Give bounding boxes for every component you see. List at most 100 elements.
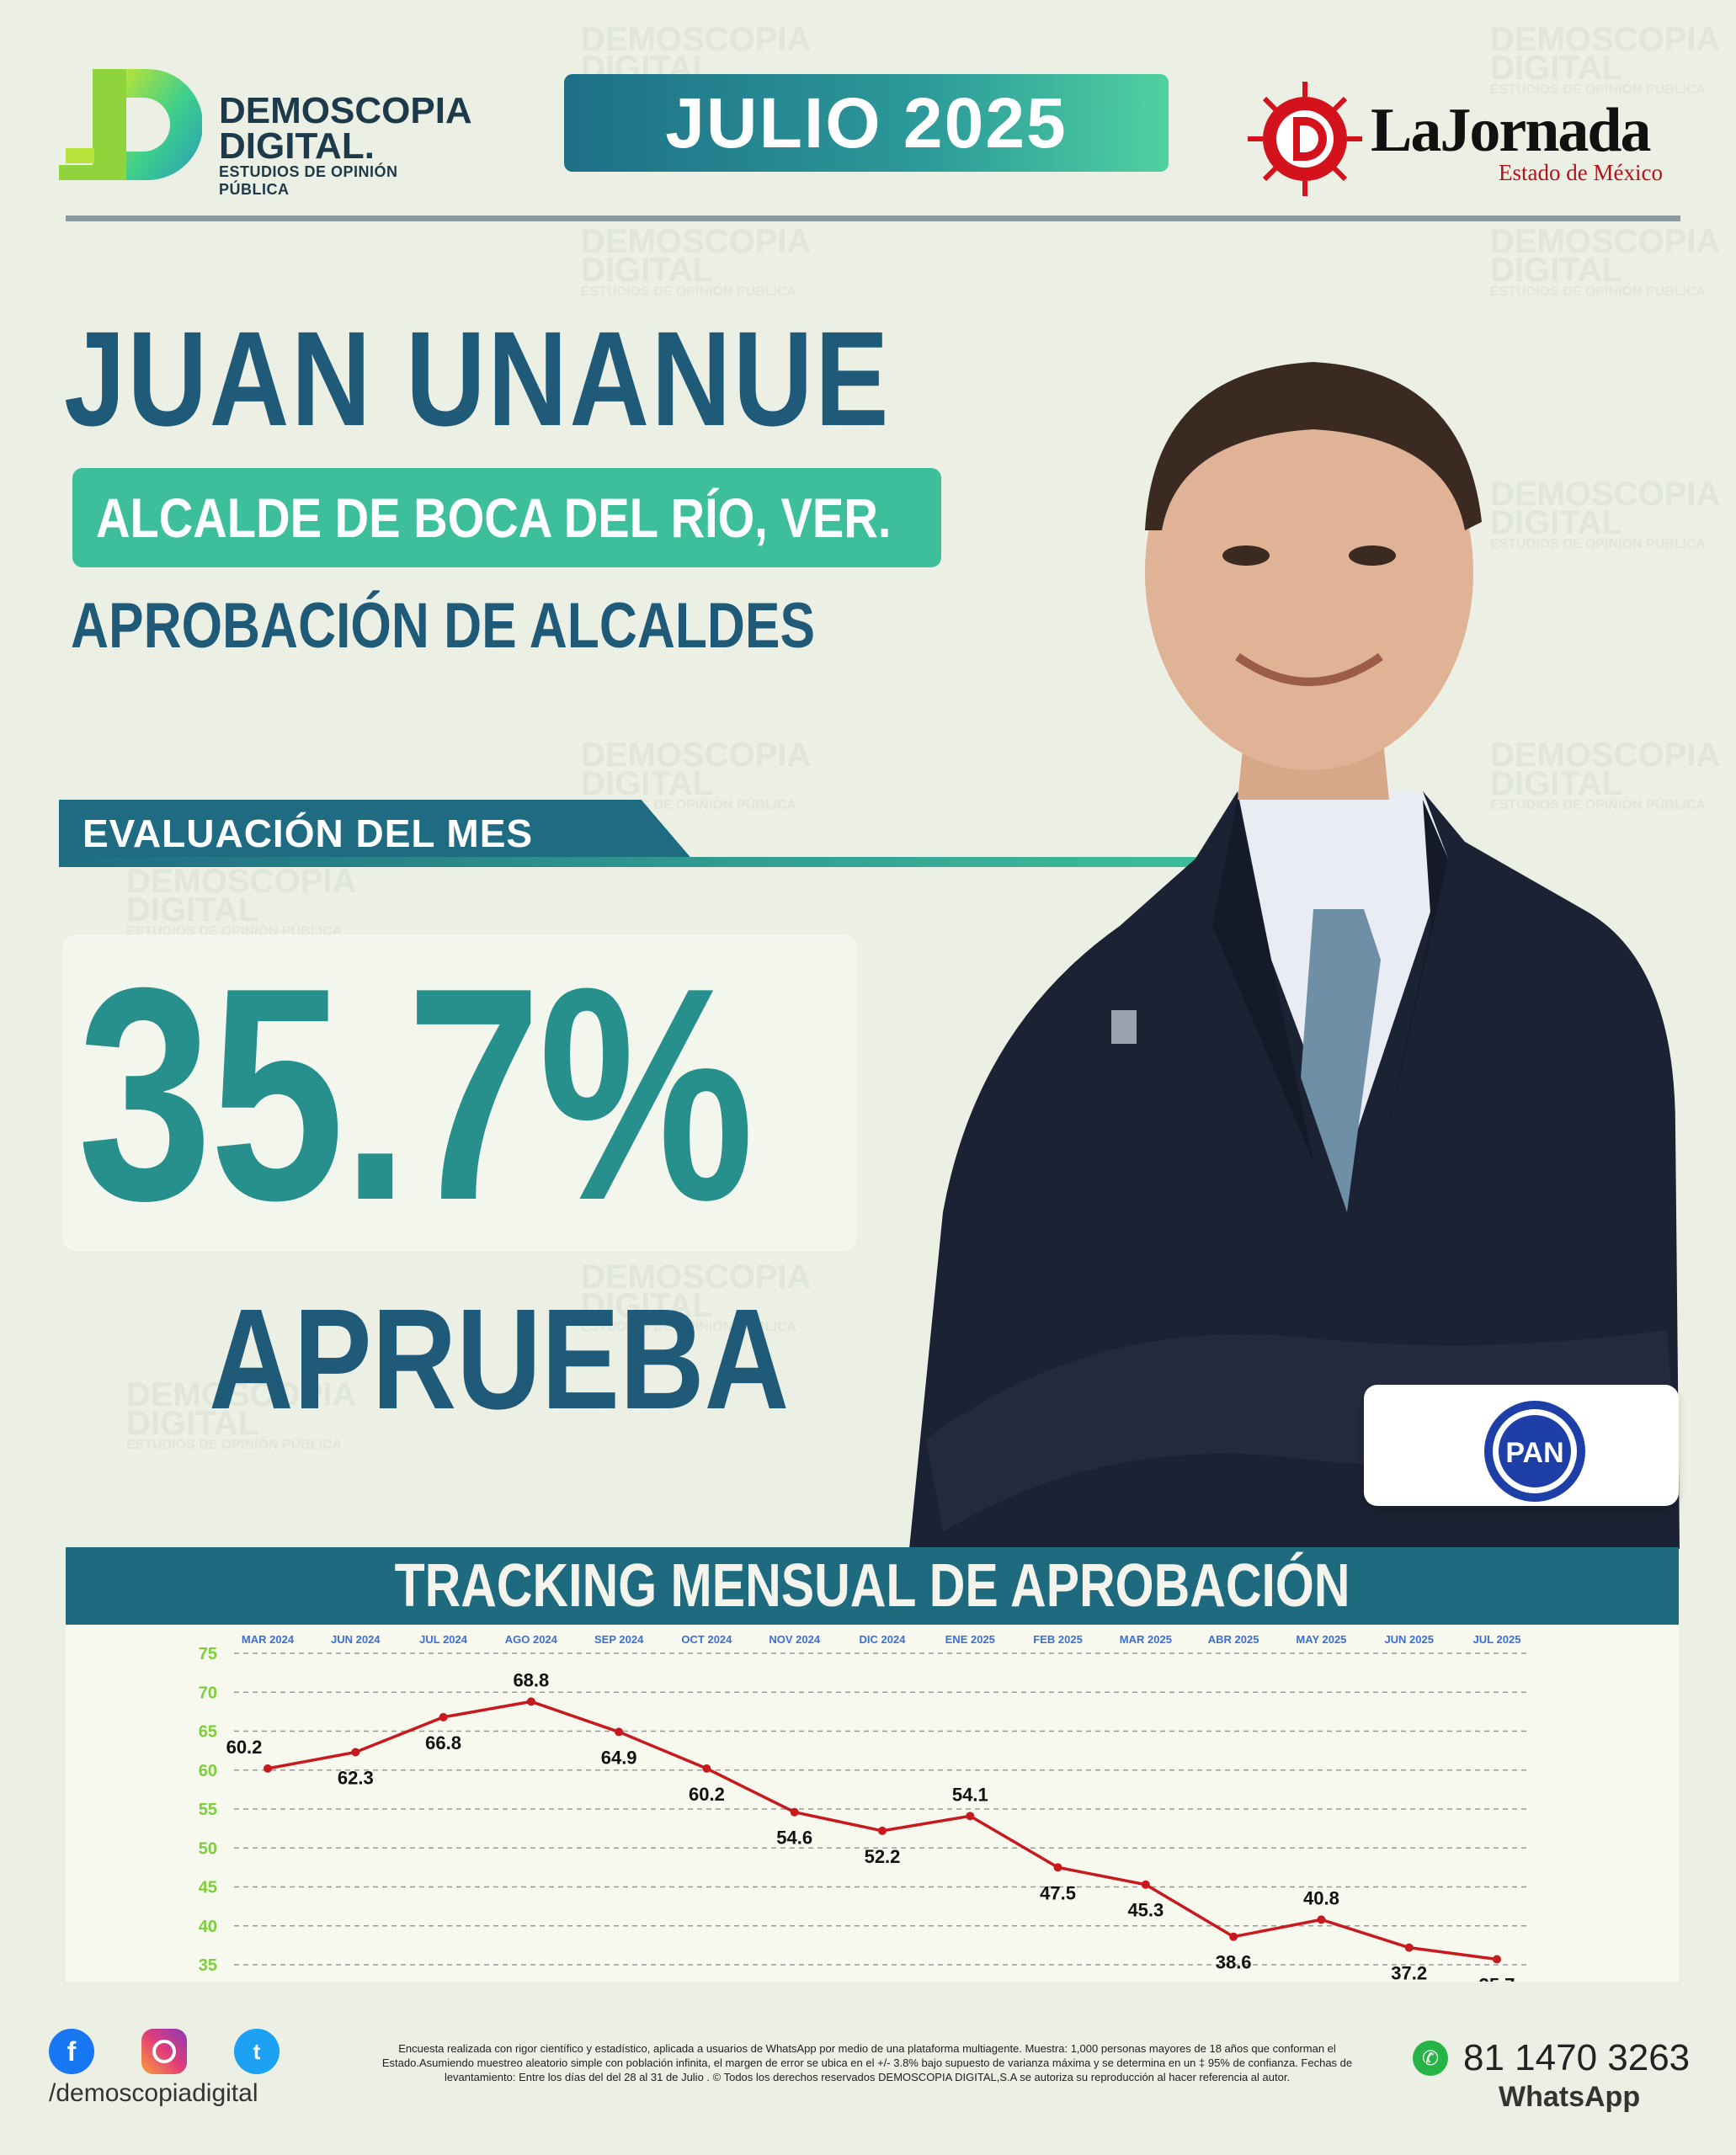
facebook-icon[interactable]: f (49, 2029, 94, 2074)
data-label: 62.3 (338, 1767, 374, 1788)
y-tick-label: 40 (199, 1918, 217, 1936)
watermark-text: ESTUDIOS DE OPINIÓN PÚBLICA (1490, 798, 1707, 812)
watermark-text: DEMOSCOPIA (1490, 223, 1721, 260)
watermark-text: DIGITAL (126, 891, 259, 929)
twitter-icon[interactable]: t (234, 2029, 280, 2074)
month-label: JULIO 2025 (665, 82, 1068, 162)
data-label: 40.8 (1303, 1887, 1339, 1908)
data-label: 60.2 (689, 1784, 725, 1805)
data-point (351, 1748, 360, 1757)
watermark-text: DIGITAL (126, 1405, 259, 1442)
data-label: 54.1 (952, 1784, 988, 1805)
watermark-text: ESTUDIOS DE OPINIÓN PÚBLICA (126, 1438, 343, 1452)
watermark-text: DEMOSCOPIA (1490, 21, 1721, 58)
brand-line1: DEMOSCOPIA (219, 90, 472, 131)
social-handle[interactable]: /demoscopiadigital (49, 2079, 258, 2107)
brand-line2: DIGITAL. (219, 125, 375, 167)
data-label: 47.5 (1040, 1882, 1076, 1903)
data-label: 60.2 (226, 1737, 263, 1758)
watermark-text: DEMOSCOPIA (126, 863, 357, 900)
demoscopia-logo-icon (59, 69, 202, 180)
watermark-text: DEMOSCOPIA (581, 737, 812, 774)
lajornada-sun-icon (1248, 82, 1362, 196)
section-title: APROBACIÓN DE ALCALDES (71, 590, 816, 662)
evaluation-value: 35.7% (77, 925, 754, 1264)
data-point (878, 1826, 887, 1835)
data-point (1229, 1932, 1238, 1941)
brand-tagline: ESTUDIOS DE OPINIÓN PÚBLICA (219, 163, 398, 198)
watermark-text: DIGITAL (581, 252, 714, 289)
watermark-text: DIGITAL (581, 765, 714, 802)
watermark-text: DIGITAL (1490, 252, 1623, 289)
data-point (702, 1764, 711, 1773)
watermark-text: DIGITAL (1490, 504, 1623, 541)
x-tick-label: SEP 2024 (594, 1633, 644, 1646)
x-tick-label: MAR 2024 (242, 1633, 295, 1646)
subject-name: JUAN UNANUE (64, 303, 891, 454)
data-label: 45.3 (1127, 1900, 1164, 1921)
header-divider (66, 216, 1680, 221)
data-point (1404, 1943, 1414, 1952)
tracking-chart: 35 40 45 50 55 60 65 70 75 MAR 2024 JUN 2024 JUL 20… (199, 1633, 1531, 1996)
evaluation-label: EVALUACIÓN DEL MES (83, 811, 534, 855)
data-label: 38.6 (1216, 1952, 1252, 1973)
watermark-text: DIGITAL (581, 1287, 714, 1324)
disclaimer-text: Encuesta realizada con rigor científico … (381, 2042, 1353, 2083)
watermark-text: DEMOSCOPIA (581, 1258, 812, 1296)
demoscopia-logo: DEMOSCOPIA DIGITAL. ESTUDIOS DE OPINIÓN … (59, 67, 472, 198)
instagram-icon[interactable] (141, 2029, 187, 2074)
x-tick-label: OCT 2024 (681, 1633, 732, 1646)
x-tick-label: JUN 2025 (1384, 1633, 1434, 1646)
month-banner: JULIO 2025 (564, 74, 1169, 172)
data-point (1141, 1880, 1150, 1889)
watermark-text: DEMOSCOPIA (1490, 476, 1721, 513)
chart-title: TRACKING MENSUAL DE APROBACIÓN (394, 1552, 1350, 1620)
evaluation-underline (59, 857, 1221, 867)
partner-brand: LaJornada (1371, 96, 1652, 165)
watermark-text: ESTUDIOS DE OPINIÓN PÚBLICA (581, 1320, 797, 1334)
data-point (1053, 1863, 1062, 1872)
data-label: 37.2 (1391, 1963, 1427, 1982)
watermark-text: ESTUDIOS DE OPINIÓN PÚBLICA (1490, 285, 1707, 299)
watermark-text: DEMOSCOPIA (581, 223, 812, 260)
y-tick-label: 35 (199, 1956, 217, 1975)
data-point (264, 1764, 272, 1773)
data-point (526, 1697, 535, 1706)
x-tick-label: MAY 2025 (1296, 1633, 1346, 1646)
role-banner: ALCALDE DE BOCA DEL RÍO, VER. (72, 468, 941, 567)
x-tick-label: MAR 2025 (1120, 1633, 1172, 1646)
data-point (790, 1807, 799, 1817)
data-label: 68.8 (513, 1669, 549, 1690)
subject-role: ALCALDE DE BOCA DEL RÍO, VER. (96, 487, 892, 549)
whatsapp-icon[interactable]: ✆ (1413, 2041, 1448, 2076)
x-tick-label: NOV 2024 (769, 1633, 820, 1646)
y-tick-label: 50 (199, 1839, 217, 1858)
data-point (966, 1812, 975, 1821)
phone-number[interactable]: 81 1470 3263 (1463, 2037, 1691, 2078)
data-point (1317, 1915, 1326, 1924)
x-tick-label: JUL 2024 (419, 1633, 468, 1646)
y-tick-label: 70 (199, 1684, 217, 1702)
evaluation-panel (62, 934, 857, 1251)
portrait-image (909, 362, 1680, 1549)
data-label: 35.7 (1479, 1975, 1515, 1982)
watermark-text: DEMOSCOPIA (581, 21, 812, 58)
y-tick-label: 75 (199, 1645, 217, 1663)
watermark-text: ESTUDIOS DE OPINIÓN PÚBLICA (1490, 82, 1707, 97)
x-tick-label: FEB 2025 (1033, 1633, 1083, 1646)
y-tick-label: 45 (199, 1879, 217, 1897)
watermark-text: ESTUDIOS DE OPINIÓN PÚBLICA (1490, 537, 1707, 551)
data-point (1493, 1955, 1501, 1964)
lajornada-logo: LaJornada Estado de México (1246, 80, 1684, 196)
watermark-text: DEMOSCOPIA (1490, 737, 1721, 774)
data-label: 66.8 (425, 1732, 461, 1753)
y-tick-label: 60 (199, 1762, 217, 1780)
x-tick-label: ENE 2025 (945, 1633, 995, 1646)
